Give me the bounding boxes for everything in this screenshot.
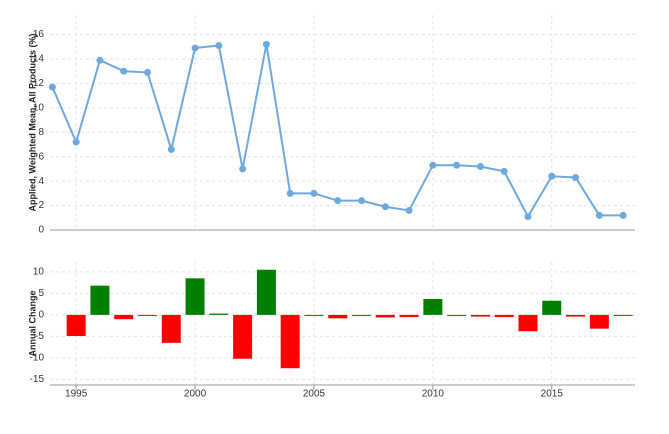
y-tick-label: 0 — [38, 310, 44, 321]
y-axis-title: Applied, Weighted Mean, All Products (%) — [27, 33, 37, 211]
data-point — [619, 211, 627, 219]
data-point — [167, 145, 175, 153]
bar — [66, 314, 86, 336]
data-point — [144, 68, 151, 76]
data-point — [572, 173, 580, 181]
data-point — [476, 162, 484, 170]
bar — [209, 313, 229, 315]
bar — [352, 314, 372, 316]
y-tick-label: -15 — [30, 374, 45, 385]
bar — [494, 314, 514, 318]
bar — [589, 314, 609, 329]
y-tick-label: -10 — [30, 353, 45, 364]
y-axis-title: Annual Change — [27, 290, 37, 356]
data-point — [48, 83, 56, 91]
data-point — [239, 165, 247, 173]
y-tick-label: 5 — [38, 288, 44, 299]
data-point — [453, 161, 461, 169]
bar — [138, 314, 157, 316]
data-point — [405, 206, 413, 214]
data-point — [310, 189, 318, 197]
bar — [90, 285, 110, 315]
data-line — [51, 44, 624, 219]
data-point — [500, 167, 508, 175]
bar — [233, 314, 253, 359]
y-tick-label: -5 — [35, 331, 44, 342]
data-point — [286, 189, 294, 197]
bar — [185, 278, 205, 315]
y-tick-label: 2 — [38, 200, 44, 211]
y-tick-label: 8 — [38, 127, 44, 138]
data-point — [334, 197, 342, 205]
bar — [328, 314, 348, 319]
x-tick-label: 1995 — [65, 389, 88, 400]
bar — [114, 314, 134, 320]
data-point — [381, 203, 389, 211]
y-tick-label: 0 — [38, 225, 44, 236]
bar — [161, 314, 181, 343]
y-tick-label: 10 — [33, 267, 45, 278]
y-tick-label: 4 — [38, 176, 44, 187]
bar — [518, 314, 538, 332]
data-point — [358, 197, 366, 205]
bar — [256, 269, 276, 315]
bar — [399, 314, 419, 318]
data-point — [96, 56, 104, 64]
bar — [542, 300, 562, 315]
x-tick-label: 2010 — [422, 389, 445, 400]
y-tick-label: 14 — [33, 54, 45, 65]
data-point — [429, 161, 437, 169]
x-tick-label: 2000 — [184, 389, 207, 400]
bar — [447, 314, 467, 316]
bar — [375, 314, 395, 318]
y-tick-label: 12 — [33, 78, 45, 89]
data-point — [120, 67, 128, 75]
data-point — [548, 172, 556, 180]
x-tick-label: 2005 — [303, 389, 326, 400]
data-point — [215, 42, 223, 50]
bar — [304, 314, 324, 316]
y-tick-label: 6 — [38, 151, 44, 162]
x-tick-label: 2015 — [541, 389, 564, 400]
data-point — [72, 138, 80, 146]
y-tick-label: 16 — [33, 29, 45, 40]
data-point — [595, 211, 603, 219]
bar — [280, 314, 300, 369]
data-point — [524, 213, 532, 221]
y-tick-label: 10 — [33, 102, 45, 113]
bar — [470, 314, 490, 317]
bar — [613, 314, 633, 316]
bar — [423, 298, 443, 315]
bar — [566, 314, 586, 317]
data-point — [262, 40, 270, 48]
data-point — [191, 44, 199, 52]
